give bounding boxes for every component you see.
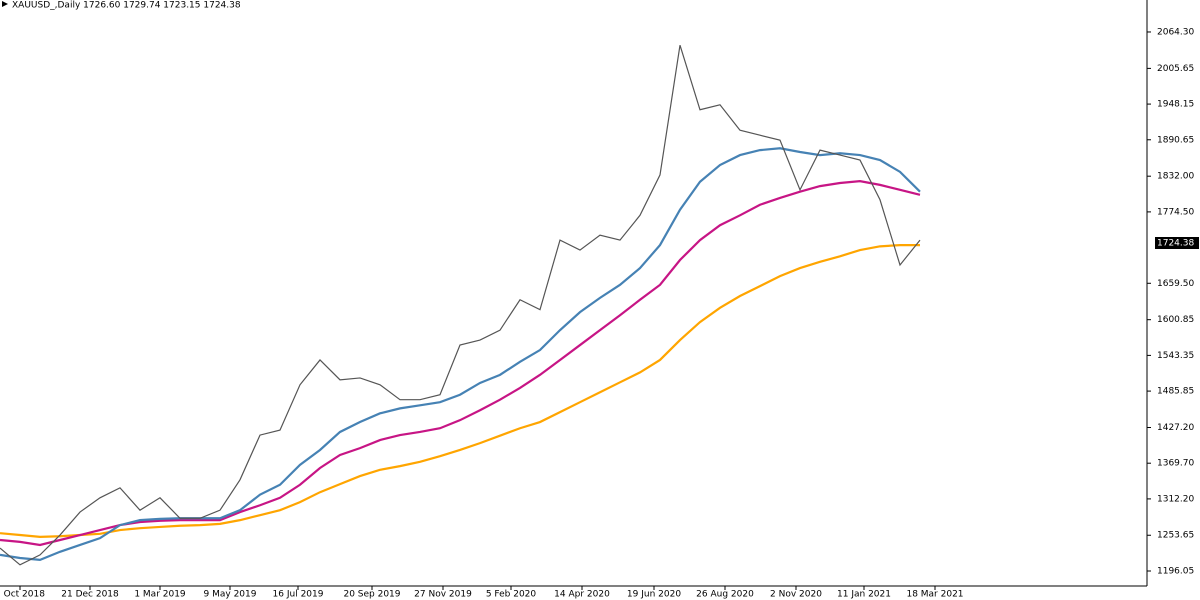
y-tick-label: 1369.70 [1157, 459, 1194, 469]
y-tick-label: 1253.65 [1157, 531, 1194, 541]
x-tick-label: 2 Nov 2020 [770, 590, 822, 600]
series-line [0, 147, 921, 561]
x-tick-label: 19 Jun 2020 [627, 590, 681, 600]
y-tick-label: 1543.35 [1157, 351, 1194, 361]
series-line [0, 45, 921, 566]
x-tick-label: 26 Aug 2020 [696, 590, 754, 600]
series-line [0, 244, 920, 538]
x-tick-label: 9 May 2019 [204, 590, 257, 600]
x-tick-label: 18 Mar 2021 [906, 590, 963, 600]
y-tick-label: 1485.85 [1157, 387, 1194, 397]
y-tick-label: 1427.20 [1157, 423, 1194, 433]
x-tick-label: 16 Jul 2019 [273, 590, 324, 600]
icon [2, 1, 8, 7]
last-price-box [1155, 237, 1199, 250]
x-tick-label: 21 Dec 2018 [61, 590, 119, 600]
y-tick-label: 1774.50 [1157, 207, 1194, 217]
x-tick-label: 11 Jan 2021 [837, 590, 891, 600]
y-tick-label: 1948.15 [1157, 100, 1194, 110]
chart-title: XAUUSD_,Daily 1726.60 1729.74 1723.15 17… [12, 1, 241, 11]
y-tick-label: 1196.05 [1157, 567, 1194, 577]
y-tick-label: 1890.65 [1157, 135, 1194, 145]
last-price-label: 1724.38 [1157, 239, 1194, 249]
series-line [0, 180, 921, 547]
y-tick-label: 1832.00 [1157, 172, 1194, 182]
y-tick-label: 2064.30 [1157, 27, 1194, 37]
y-tick-label: 2005.65 [1157, 64, 1194, 74]
x-tick-label: 27 Nov 2019 [414, 590, 472, 600]
x-tick-label: 5 Feb 2020 [486, 590, 537, 600]
y-tick-label: 1600.85 [1157, 315, 1194, 325]
y-tick-label: 1659.50 [1157, 279, 1194, 289]
x-tick-label: 5 Oct 2018 [0, 590, 45, 600]
x-tick-label: 1 Mar 2019 [134, 590, 186, 600]
y-tick-label: 1312.20 [1157, 494, 1194, 504]
x-tick-label: 14 Apr 2020 [554, 590, 610, 600]
x-tick-label: 20 Sep 2019 [343, 590, 400, 600]
